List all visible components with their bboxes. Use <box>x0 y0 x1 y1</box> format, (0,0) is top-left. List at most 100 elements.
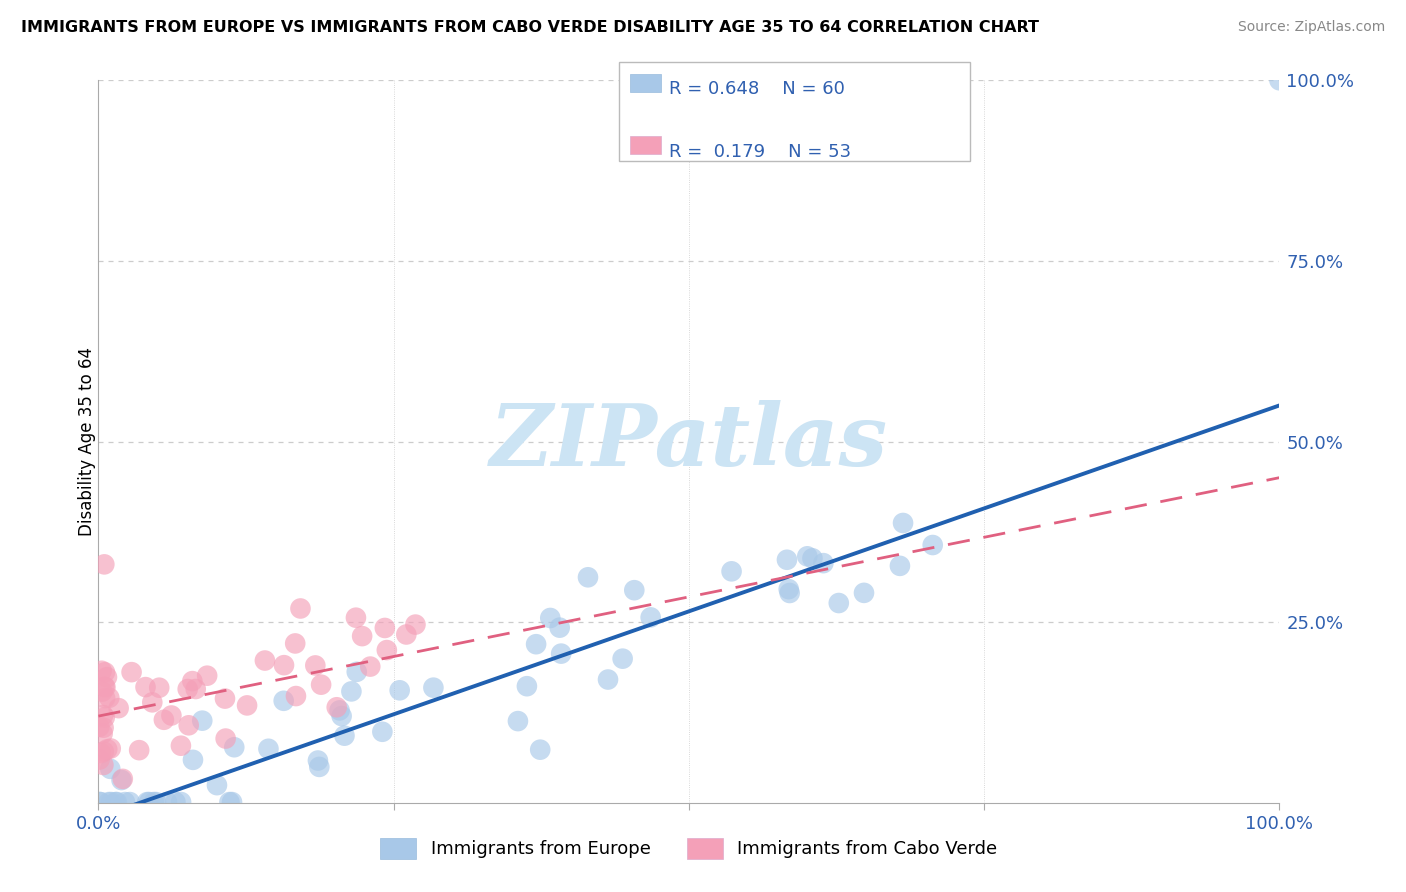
Point <box>538 611 561 625</box>
Point <box>529 742 551 756</box>
Point <box>93 680 115 694</box>
Point <box>107 701 129 715</box>
Point <box>205 778 228 792</box>
Point <box>105 795 128 809</box>
Point <box>224 740 246 755</box>
Point <box>90 746 112 760</box>
Point <box>165 795 187 809</box>
Point <box>550 647 572 661</box>
Point <box>111 772 134 786</box>
Point <box>181 753 204 767</box>
Point <box>104 795 127 809</box>
Point <box>388 683 411 698</box>
Point <box>333 729 356 743</box>
Point <box>889 558 911 573</box>
Point <box>177 718 200 732</box>
Point <box>720 565 742 579</box>
Point <box>94 665 117 680</box>
Point <box>325 700 347 714</box>
Point <box>98 762 121 776</box>
Point <box>138 795 160 809</box>
Point <box>170 795 193 809</box>
Point <box>340 684 363 698</box>
Point <box>160 708 183 723</box>
Point <box>136 795 159 809</box>
Point <box>121 665 143 680</box>
Point <box>891 516 914 530</box>
Point <box>89 795 111 809</box>
Point <box>236 698 259 713</box>
Point <box>253 654 276 668</box>
Point <box>89 752 111 766</box>
Point <box>776 553 799 567</box>
Point <box>110 772 132 787</box>
Point <box>94 691 117 706</box>
Point <box>100 741 122 756</box>
Point <box>93 710 115 724</box>
Point <box>156 795 179 809</box>
Point <box>395 627 418 641</box>
Point <box>100 795 122 809</box>
Point <box>813 556 835 570</box>
Point <box>214 731 236 746</box>
Point <box>195 669 218 683</box>
Point <box>96 670 118 684</box>
Point <box>91 726 114 740</box>
Point <box>170 739 193 753</box>
Point <box>371 724 394 739</box>
Point <box>184 681 207 696</box>
Point <box>1268 73 1291 87</box>
Point <box>142 795 165 809</box>
Point <box>94 680 117 694</box>
Point <box>273 694 295 708</box>
Point <box>98 690 121 705</box>
Point <box>114 795 136 809</box>
Point <box>214 691 236 706</box>
Point <box>145 795 167 809</box>
Point <box>89 720 111 734</box>
Text: R =  0.179    N = 53: R = 0.179 N = 53 <box>669 143 852 161</box>
Point <box>330 709 353 723</box>
Point <box>921 538 943 552</box>
Point <box>308 760 330 774</box>
Point <box>181 674 204 689</box>
Point <box>285 689 308 703</box>
Point <box>257 741 280 756</box>
Text: IMMIGRANTS FROM EUROPE VS IMMIGRANTS FROM CABO VERDE DISABILITY AGE 35 TO 64 COR: IMMIGRANTS FROM EUROPE VS IMMIGRANTS FRO… <box>21 20 1039 35</box>
Point <box>90 664 112 678</box>
Point <box>191 714 214 728</box>
Point <box>352 629 374 643</box>
Point <box>422 681 444 695</box>
Point <box>853 586 876 600</box>
Point <box>273 658 295 673</box>
Point <box>153 713 176 727</box>
Point <box>177 681 200 696</box>
Point <box>359 659 381 673</box>
Point <box>218 795 240 809</box>
Point <box>93 745 115 759</box>
Point <box>93 558 115 572</box>
Point <box>828 596 851 610</box>
Point <box>91 708 114 723</box>
Point <box>284 636 307 650</box>
Point <box>516 679 538 693</box>
Point <box>779 586 801 600</box>
Point <box>97 795 120 809</box>
Point <box>93 758 115 772</box>
Point <box>141 695 163 709</box>
Point <box>640 610 662 624</box>
Legend: Immigrants from Europe, Immigrants from Cabo Verde: Immigrants from Europe, Immigrants from … <box>373 830 1005 866</box>
Point <box>96 742 118 756</box>
Point <box>346 665 368 679</box>
Text: ZIPatlas: ZIPatlas <box>489 400 889 483</box>
Point <box>290 601 312 615</box>
Point <box>128 743 150 757</box>
Point <box>135 680 157 694</box>
Point <box>801 551 824 566</box>
Point <box>778 582 800 596</box>
Point <box>576 570 599 584</box>
Point <box>307 754 329 768</box>
Point <box>612 651 634 665</box>
Point <box>221 795 243 809</box>
Text: Source: ZipAtlas.com: Source: ZipAtlas.com <box>1237 20 1385 34</box>
